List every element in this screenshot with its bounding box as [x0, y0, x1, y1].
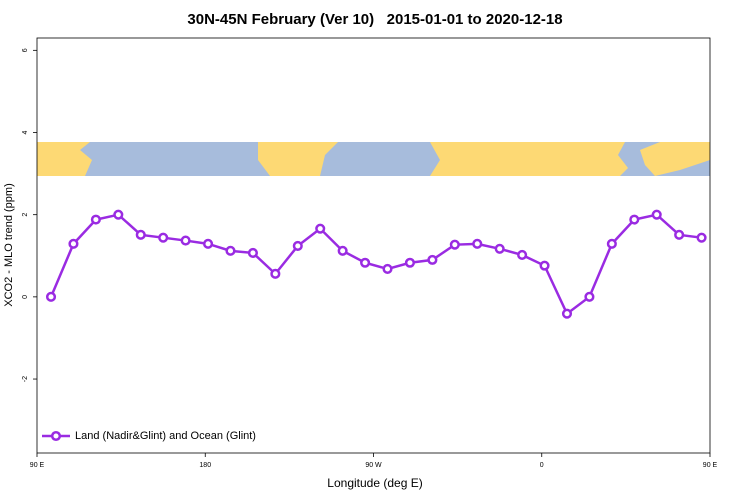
- data-point: [225, 245, 236, 256]
- y-tick-label: 6: [22, 48, 29, 52]
- x-tick-label: 90 E: [30, 462, 45, 469]
- map-band: [37, 142, 710, 176]
- data-point: [158, 232, 169, 243]
- data-point: [449, 239, 460, 250]
- legend-label: Land (Nadir&Glint) and Ocean (Glint): [75, 430, 256, 442]
- x-tick-label: 180: [199, 462, 211, 469]
- data-point: [180, 235, 191, 246]
- data-point: [606, 238, 617, 249]
- data-point: [561, 308, 573, 319]
- data-point: [674, 229, 685, 240]
- y-tick-label: 0: [22, 295, 29, 299]
- data-point: [696, 232, 707, 243]
- data-point: [45, 291, 57, 302]
- data-point: [113, 209, 124, 220]
- x-tick-label: 0: [540, 462, 544, 469]
- data-point: [292, 240, 303, 251]
- data-point: [427, 254, 438, 265]
- data-point: [337, 245, 348, 256]
- y-tick-label: 2: [22, 213, 29, 217]
- data-point: [584, 291, 595, 302]
- data-point: [629, 214, 640, 225]
- chart-title: 30N-45N February (Ver 10) 2015-01-01 to …: [187, 11, 562, 28]
- data-point: [494, 243, 505, 254]
- data-point: [539, 260, 550, 271]
- data-point: [517, 249, 528, 261]
- data-point: [203, 238, 214, 249]
- data-point: [315, 223, 326, 234]
- data-point: [247, 247, 258, 258]
- y-tick-label: -2: [22, 376, 29, 382]
- x-axis-label: Longitude (deg E): [327, 476, 422, 490]
- y-axis-label: XCO2 - MLO trend (ppm): [3, 183, 15, 306]
- series-line: [49, 213, 702, 316]
- data-point: [404, 257, 416, 268]
- x-tick-label: 90 E: [703, 462, 718, 469]
- data-point: [270, 268, 281, 279]
- data-point: [90, 214, 101, 225]
- data-point: [382, 263, 393, 274]
- x-tick-label: 90 W: [365, 462, 382, 469]
- data-point: [472, 238, 483, 249]
- y-tick-label: 4: [22, 130, 29, 134]
- data-point: [651, 209, 662, 220]
- data-point: [68, 238, 79, 249]
- data-point: [135, 229, 146, 240]
- data-point: [360, 257, 371, 268]
- legend-marker: [50, 430, 62, 442]
